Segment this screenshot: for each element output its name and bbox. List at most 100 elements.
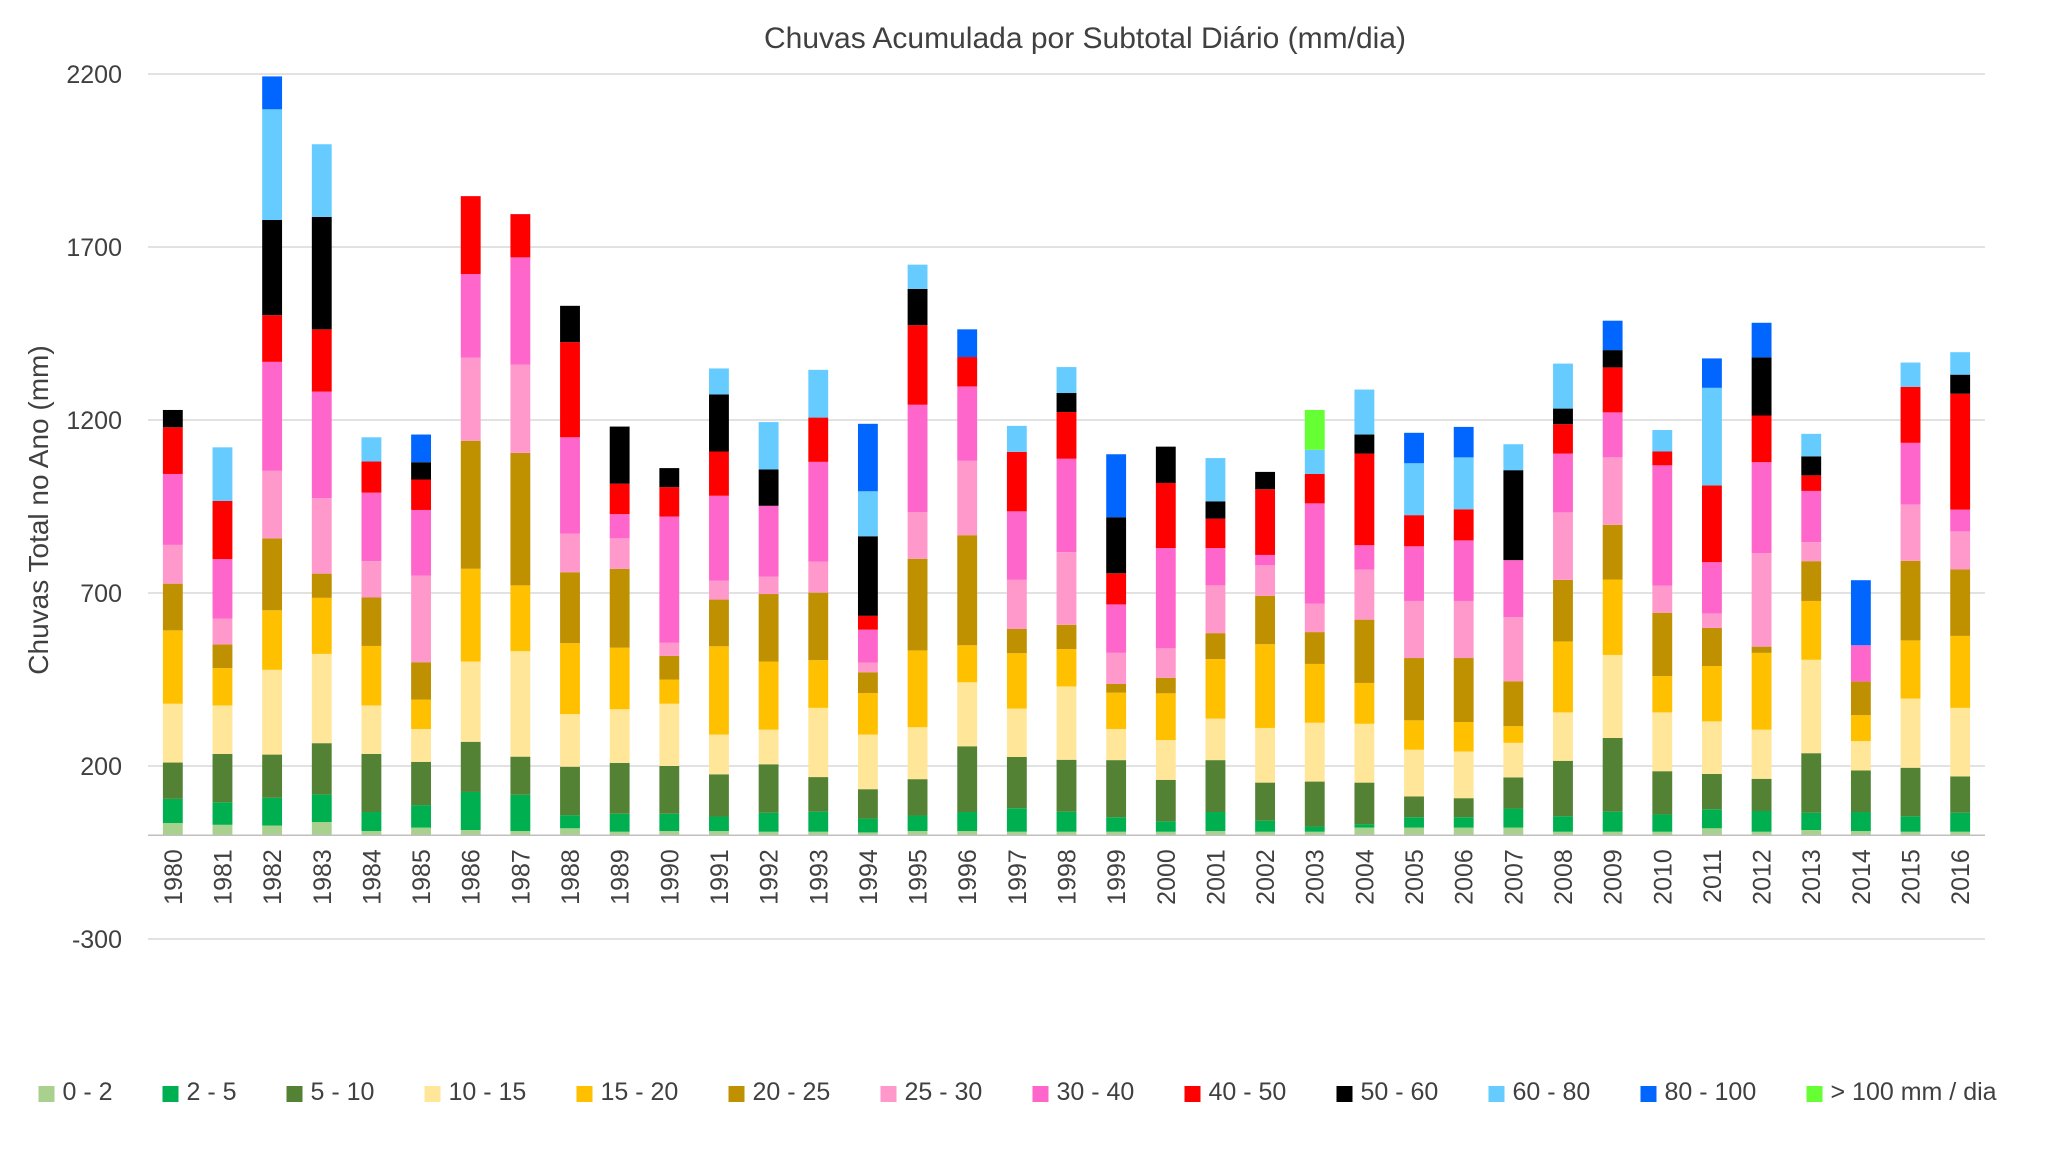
bar-segment bbox=[361, 492, 382, 562]
bar-segment bbox=[808, 561, 829, 593]
x-tick-label: 1998 bbox=[1054, 849, 1082, 905]
bar-segment bbox=[1751, 415, 1772, 463]
bar-segment bbox=[808, 777, 829, 812]
bar-segment bbox=[1453, 509, 1474, 541]
bar-segment bbox=[1950, 569, 1971, 636]
legend-swatch bbox=[38, 1086, 55, 1102]
bar-segment bbox=[709, 495, 729, 581]
bar-segment bbox=[1503, 742, 1524, 778]
bar-segment bbox=[1106, 604, 1127, 653]
bar-segment bbox=[907, 288, 928, 326]
bar-segment bbox=[1205, 518, 1226, 549]
bar-segment bbox=[311, 391, 332, 499]
bar-segment bbox=[1652, 831, 1673, 836]
bar-segment bbox=[1602, 367, 1623, 413]
x-tick-label: 2016 bbox=[1947, 849, 1975, 905]
x-tick-label: 2014 bbox=[1848, 849, 1876, 905]
bar-segment bbox=[609, 831, 630, 836]
bar-segment bbox=[560, 305, 580, 343]
legend-label: 60 - 80 bbox=[1513, 1078, 1591, 1106]
bar-segment bbox=[1950, 831, 1971, 836]
legend-swatch bbox=[1806, 1086, 1823, 1102]
bar-segment bbox=[1304, 503, 1325, 604]
bar-segment bbox=[808, 369, 829, 418]
bar-segment bbox=[1652, 430, 1673, 452]
bar-segment bbox=[609, 762, 630, 814]
bar-segment bbox=[212, 824, 233, 836]
bar-segment bbox=[361, 812, 382, 832]
bar-segment bbox=[857, 832, 878, 836]
bar-segment bbox=[1006, 628, 1027, 654]
bar-segment bbox=[1900, 362, 1921, 387]
bar-segment bbox=[1155, 821, 1176, 832]
bar-segment bbox=[1354, 434, 1375, 454]
bar-segment bbox=[808, 831, 829, 836]
bar-segment bbox=[1751, 646, 1772, 653]
bar-segment bbox=[1702, 562, 1722, 614]
bar-segment bbox=[1453, 722, 1474, 752]
bar-segment bbox=[1801, 456, 1822, 476]
bar-segment bbox=[510, 257, 531, 365]
bar-segment bbox=[162, 544, 183, 584]
bar-segment bbox=[1056, 686, 1077, 760]
bar-segment bbox=[311, 653, 332, 744]
legend-label: 15 - 20 bbox=[601, 1078, 679, 1106]
x-tick-label: 2009 bbox=[1600, 849, 1628, 905]
chart-title: Chuvas Acumulada por Subtotal Diário (mm… bbox=[764, 22, 1406, 55]
bar-segment bbox=[162, 409, 183, 428]
legend-label: > 100 mm / dia bbox=[1831, 1078, 1997, 1106]
legend-swatch bbox=[424, 1086, 441, 1102]
x-tick-label: 2010 bbox=[1649, 849, 1677, 905]
bar-segment bbox=[758, 422, 779, 470]
legend-label: 20 - 25 bbox=[753, 1078, 831, 1106]
bar-segment bbox=[1404, 546, 1424, 601]
bar-segment bbox=[1255, 644, 1276, 728]
bar-segment bbox=[1602, 579, 1623, 655]
bar-segment bbox=[1900, 816, 1921, 832]
bar-segment bbox=[460, 273, 481, 358]
bar-segment bbox=[361, 645, 382, 706]
bar-segment bbox=[609, 647, 630, 710]
bar-segment bbox=[907, 404, 928, 513]
bar-segment bbox=[808, 461, 829, 562]
bar-segment bbox=[1950, 635, 1971, 708]
bar-segment bbox=[1801, 600, 1822, 660]
x-tick-label: 2012 bbox=[1749, 849, 1777, 905]
bar-segment bbox=[1652, 451, 1673, 466]
bar-segment bbox=[709, 580, 729, 600]
bar-segment bbox=[1056, 367, 1077, 394]
x-tick-label: 2001 bbox=[1202, 849, 1230, 905]
bar-segment bbox=[1850, 715, 1871, 742]
bar-segment bbox=[709, 368, 729, 395]
bar-segment bbox=[758, 661, 779, 730]
bars bbox=[162, 76, 1971, 836]
x-tick-label: 1990 bbox=[656, 849, 684, 905]
x-tick-label: 2008 bbox=[1550, 849, 1578, 905]
bar-segment bbox=[1702, 809, 1722, 829]
bar-segment bbox=[659, 487, 680, 517]
bar-segment bbox=[411, 434, 431, 463]
bar-segment bbox=[1652, 814, 1673, 832]
y-tick-label: 200 bbox=[80, 753, 122, 781]
x-tick-label: 2006 bbox=[1451, 849, 1479, 905]
bar-segment bbox=[1304, 663, 1325, 723]
bar-segment bbox=[857, 662, 878, 673]
bar-segment bbox=[460, 791, 481, 831]
bar-segment bbox=[1850, 645, 1871, 682]
bar-segment bbox=[1205, 831, 1226, 836]
bar-segment bbox=[1503, 681, 1524, 727]
bar-segment bbox=[1304, 781, 1325, 827]
bar-segment bbox=[411, 462, 431, 480]
bar-segment bbox=[1850, 831, 1871, 836]
bar-segment bbox=[560, 643, 580, 715]
bar-segment bbox=[1702, 828, 1722, 836]
bar-segment bbox=[1553, 424, 1573, 454]
bar-segment bbox=[1255, 831, 1276, 836]
x-tick-label: 2007 bbox=[1500, 849, 1528, 905]
bar-segment bbox=[1205, 760, 1226, 813]
bar-segment bbox=[262, 797, 283, 826]
bar-segment bbox=[162, 703, 183, 763]
bar-segment bbox=[411, 805, 431, 828]
bar-segment bbox=[957, 682, 978, 747]
bar-segment bbox=[1205, 812, 1226, 832]
